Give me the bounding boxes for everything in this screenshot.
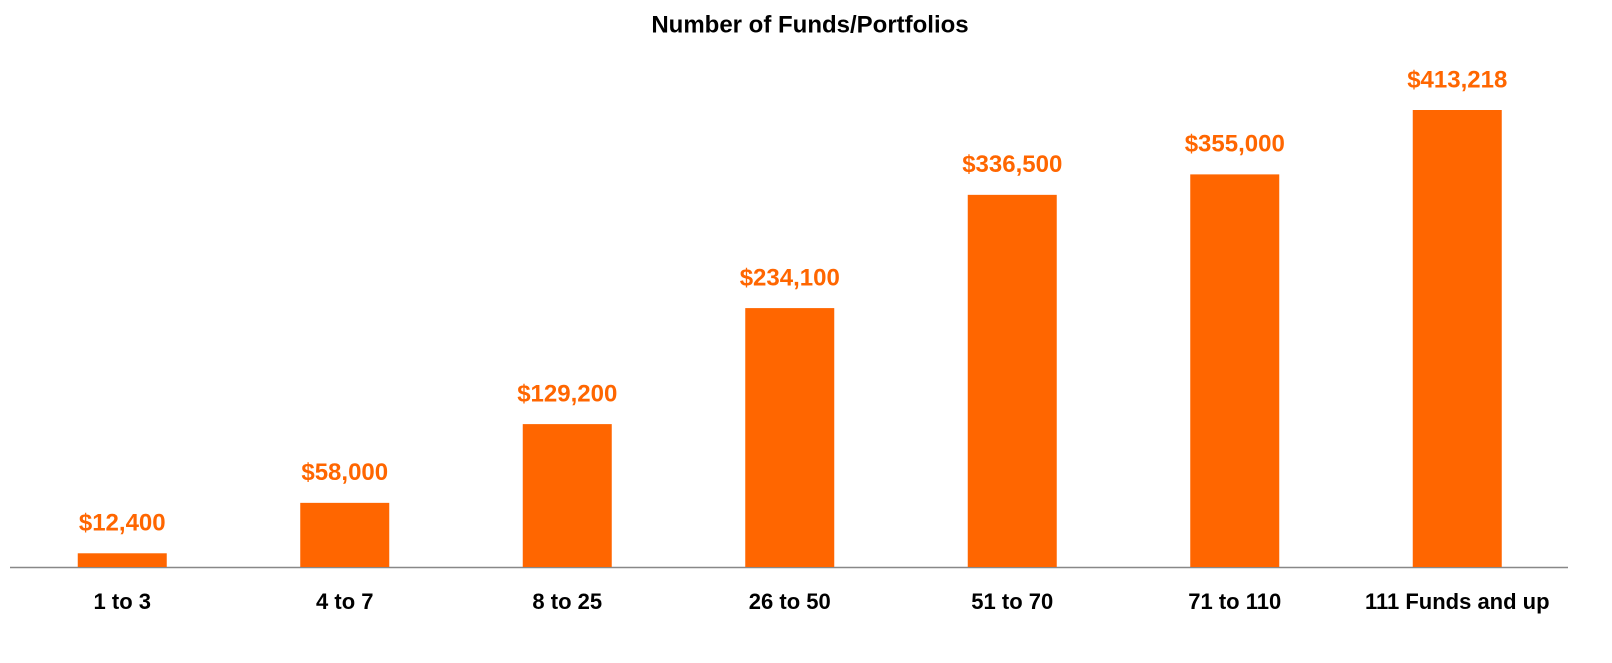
chart-title: Number of Funds/Portfolios: [651, 11, 968, 38]
bar: [522, 424, 612, 567]
x-tick-label: 4 to 7: [316, 589, 374, 614]
x-tick-label: 26 to 50: [748, 589, 831, 614]
value-label: $58,000: [301, 459, 388, 486]
x-tick-label: 71 to 110: [1188, 589, 1282, 614]
value-label: $12,400: [79, 510, 166, 537]
x-tick-label: 51 to 70: [971, 589, 1054, 614]
bar: [967, 194, 1057, 567]
bar: [1412, 110, 1502, 567]
bar: [745, 308, 835, 567]
value-label: $129,200: [517, 380, 617, 407]
bar: [300, 502, 390, 567]
x-tick-label: 1 to 3: [93, 589, 151, 614]
bar: [1190, 174, 1280, 567]
value-label: $336,500: [962, 151, 1062, 178]
bar: [77, 553, 167, 567]
x-tick-label: 8 to 25: [532, 589, 603, 614]
value-label: $234,100: [740, 264, 840, 291]
x-tick-label: 111 Funds and up: [1364, 589, 1550, 614]
value-label: $355,000: [1185, 131, 1285, 158]
value-label: $413,218: [1407, 66, 1507, 93]
